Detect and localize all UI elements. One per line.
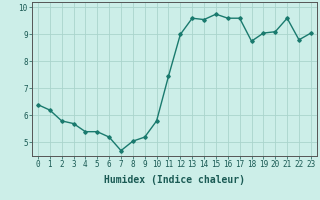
X-axis label: Humidex (Indice chaleur): Humidex (Indice chaleur)	[104, 175, 245, 185]
